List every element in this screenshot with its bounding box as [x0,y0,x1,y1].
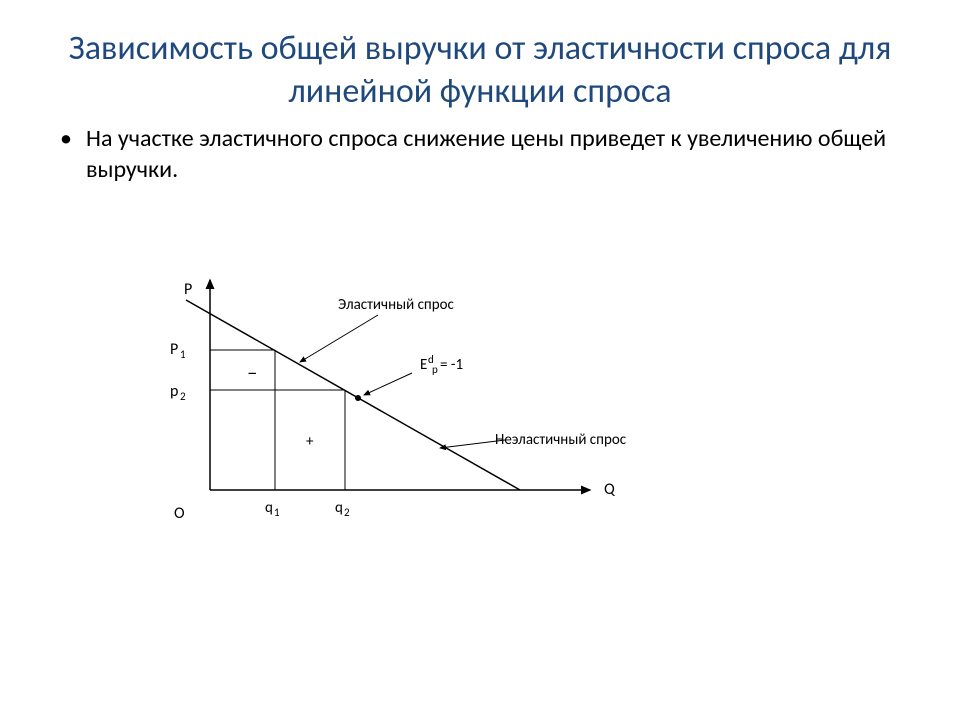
svg-text:1: 1 [180,348,186,361]
svg-text:2: 2 [180,390,186,403]
svg-text:p: p [432,363,438,376]
svg-text:q: q [335,499,343,517]
svg-text:2: 2 [344,506,350,519]
elasticity-diagram: PP1p2Oq1q2QЭластичный спросНеэластичный … [130,270,690,570]
svg-text:Q: Q [604,480,616,499]
page-title: Зависимость общей выручки от эластичност… [0,0,960,123]
svg-text:= -1: = -1 [440,356,463,374]
svg-text:E: E [420,356,427,374]
svg-text:Неэластичный спрос: Неэластичный спрос [495,431,627,449]
svg-text:q: q [265,499,273,517]
svg-text:+: + [306,433,314,451]
svg-text:_: _ [249,359,257,377]
bullet-item: На участке эластичного спроса снижение ц… [60,123,900,185]
bullet-block: На участке эластичного спроса снижение ц… [0,123,960,185]
svg-text:Эластичный спрос: Эластичный спрос [338,296,455,314]
svg-text:p: p [170,382,178,401]
svg-text:O: O [174,504,185,523]
svg-text:P: P [170,340,178,359]
svg-text:P: P [184,280,192,299]
svg-text:1: 1 [274,506,280,519]
